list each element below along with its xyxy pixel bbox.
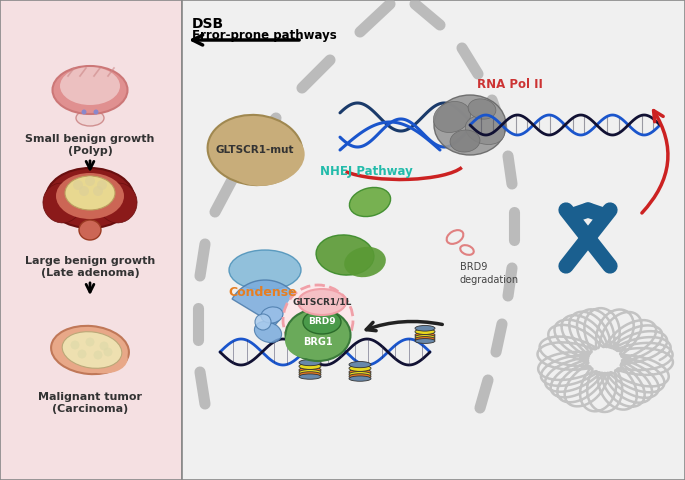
- Ellipse shape: [303, 310, 341, 334]
- Text: Large benign growth
(Late adenoma): Large benign growth (Late adenoma): [25, 256, 155, 278]
- Ellipse shape: [349, 187, 390, 216]
- Ellipse shape: [349, 372, 371, 377]
- Ellipse shape: [468, 99, 496, 119]
- Circle shape: [77, 349, 86, 359]
- Text: RNA Pol II: RNA Pol II: [477, 79, 543, 92]
- Ellipse shape: [68, 336, 127, 373]
- Circle shape: [82, 109, 86, 115]
- Text: GLTSCR1-mut: GLTSCR1-mut: [216, 145, 295, 155]
- Circle shape: [93, 109, 99, 115]
- Ellipse shape: [299, 370, 321, 375]
- Ellipse shape: [349, 365, 371, 372]
- Ellipse shape: [415, 336, 435, 341]
- Polygon shape: [232, 280, 298, 325]
- Ellipse shape: [349, 361, 371, 368]
- Circle shape: [79, 186, 89, 196]
- Ellipse shape: [316, 235, 374, 275]
- Ellipse shape: [46, 168, 134, 228]
- Ellipse shape: [415, 338, 435, 343]
- Circle shape: [255, 314, 271, 330]
- FancyBboxPatch shape: [182, 0, 685, 480]
- Ellipse shape: [99, 183, 137, 223]
- Ellipse shape: [415, 329, 435, 335]
- Circle shape: [97, 180, 107, 190]
- Ellipse shape: [76, 110, 104, 126]
- Text: BRD9: BRD9: [308, 317, 336, 326]
- Ellipse shape: [465, 116, 505, 144]
- Text: GLTSCR1/1L: GLTSCR1/1L: [292, 298, 351, 307]
- Ellipse shape: [285, 326, 325, 358]
- Circle shape: [71, 340, 79, 349]
- Ellipse shape: [298, 289, 346, 315]
- Ellipse shape: [349, 374, 371, 379]
- Text: BRD9
degradation: BRD9 degradation: [460, 262, 519, 285]
- Ellipse shape: [415, 325, 435, 331]
- Circle shape: [103, 348, 112, 357]
- Ellipse shape: [51, 326, 129, 374]
- Circle shape: [99, 341, 108, 350]
- Ellipse shape: [254, 322, 282, 343]
- Ellipse shape: [65, 176, 115, 210]
- Ellipse shape: [434, 95, 506, 155]
- Ellipse shape: [62, 332, 122, 368]
- Ellipse shape: [208, 115, 302, 185]
- Circle shape: [93, 350, 103, 360]
- Ellipse shape: [225, 130, 305, 186]
- Text: Small benign growth
(Polyp): Small benign growth (Polyp): [25, 134, 155, 156]
- Ellipse shape: [43, 183, 81, 223]
- Circle shape: [73, 180, 83, 190]
- Text: Malignant tumor
(Carcinoma): Malignant tumor (Carcinoma): [38, 392, 142, 414]
- Ellipse shape: [299, 360, 321, 366]
- Ellipse shape: [299, 374, 321, 379]
- Ellipse shape: [349, 376, 371, 381]
- Ellipse shape: [344, 247, 386, 277]
- Ellipse shape: [79, 220, 101, 240]
- Ellipse shape: [434, 101, 471, 132]
- Circle shape: [93, 186, 103, 196]
- Text: BRG1: BRG1: [303, 337, 333, 347]
- FancyBboxPatch shape: [0, 0, 182, 480]
- Ellipse shape: [349, 369, 371, 375]
- Ellipse shape: [415, 335, 435, 339]
- Circle shape: [86, 337, 95, 347]
- Text: NHEJ Pathway: NHEJ Pathway: [320, 166, 413, 179]
- Circle shape: [85, 176, 95, 186]
- Ellipse shape: [53, 66, 127, 114]
- Circle shape: [283, 285, 353, 355]
- Ellipse shape: [299, 363, 321, 370]
- Ellipse shape: [286, 309, 351, 361]
- Ellipse shape: [229, 250, 301, 290]
- Ellipse shape: [56, 173, 124, 219]
- Ellipse shape: [450, 130, 480, 152]
- Ellipse shape: [299, 372, 321, 377]
- Ellipse shape: [261, 307, 283, 323]
- Text: Condense: Condense: [228, 286, 297, 299]
- Ellipse shape: [299, 367, 321, 373]
- Text: Error-prone pathways: Error-prone pathways: [192, 29, 337, 42]
- Ellipse shape: [415, 332, 435, 338]
- Text: DSB: DSB: [192, 17, 224, 31]
- Ellipse shape: [60, 67, 120, 105]
